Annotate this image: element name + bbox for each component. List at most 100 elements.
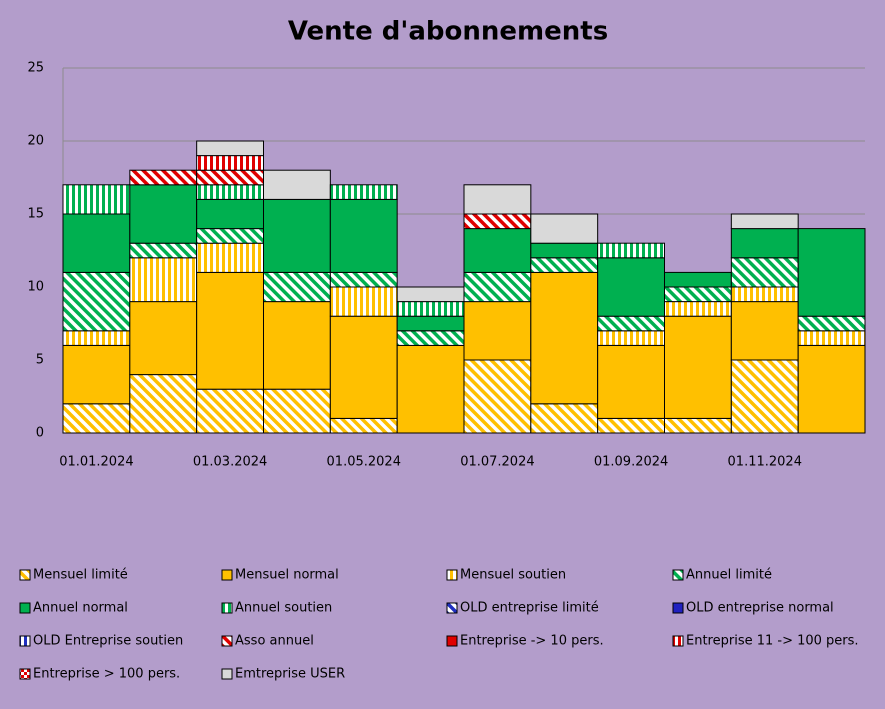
legend-swatch [19,668,31,680]
bar-segment [196,228,265,244]
bar-segment [396,315,465,332]
bar-segment [730,301,799,361]
bar-segment [463,271,532,303]
x-tick-label: 01.01.2024 [59,455,133,470]
chart-title: Vente d'abonnements [288,17,608,47]
bar-segment [797,344,866,434]
y-tick-label: 5 [36,353,44,368]
bar-segment [530,213,599,244]
bar-segment [329,417,398,434]
legend-swatch [221,635,233,647]
legend-swatch [19,602,31,614]
legend-swatch [672,602,684,614]
bar-segment [329,286,398,317]
bar-segment [530,403,599,434]
bar-segment [730,213,799,230]
bar-segment [597,344,666,419]
legend-label: Entreprise -> 10 pers. [460,634,604,649]
legend-swatch [19,635,31,647]
bar-segment [196,388,265,434]
y-tick-label: 10 [27,280,44,295]
bar-segment [62,213,131,273]
bar-segment [62,403,131,434]
bar-segment [396,286,465,303]
legend-swatch [446,602,458,614]
legend-swatch [446,569,458,581]
bar-segment [463,184,532,215]
bar-segment [129,184,198,244]
bar-segment [664,271,732,288]
bar-segment [664,301,732,317]
x-tick-label: 01.05.2024 [327,455,401,470]
bar-segment [797,228,866,317]
bar-segment [597,242,666,259]
bar-segment [62,271,131,332]
bar-segment [196,198,265,230]
bar-segment [597,257,666,317]
legend-label: Entreprise 11 -> 100 pers. [686,634,859,649]
bar-segment [263,169,331,200]
bar-segment [463,359,532,434]
bar-segment [196,169,265,186]
bar-segment [62,184,131,215]
legend-label: Mensuel limité [33,568,128,583]
legend-label: Annuel normal [33,601,128,616]
bar-segment [463,301,532,361]
legend-label: OLD entreprise normal [686,601,834,616]
legend-label: Mensuel normal [235,568,339,583]
bar-segment [597,417,666,434]
bar-segment [329,271,398,288]
bar-segment [196,184,265,200]
legend-label: Annuel soutien [235,601,332,616]
legend-label: Mensuel soutien [460,568,566,583]
legend-swatch [19,569,31,581]
legend-swatch [221,569,233,581]
bar-segment [263,271,331,303]
legend-label: OLD entreprise limité [460,601,599,616]
legend-label: Entreprise > 100 pers. [33,667,180,682]
bar-segment [263,198,331,273]
legend-label: Asso annuel [235,634,314,649]
bar-segment [329,315,398,419]
bar-segment [329,184,398,200]
bar-segment [530,257,599,273]
bar-segment [396,330,465,346]
x-tick-label: 01.03.2024 [193,455,267,470]
bar-segment [664,315,732,419]
bar-segment [129,257,198,303]
bar-segment [530,271,599,405]
x-tick-label: 01.07.2024 [460,455,534,470]
bar-segment [597,330,666,346]
legend-swatch [672,635,684,647]
bar-segment [129,301,198,376]
bar-segment [129,169,198,186]
y-tick-label: 25 [27,61,44,76]
bar-segment [196,140,265,157]
bar-segment [664,286,732,303]
bar-segment [196,271,265,390]
bar-segment [730,286,799,303]
bar-segment [396,344,465,434]
legend-label: Annuel limité [686,568,772,583]
bar-segment [530,242,599,259]
x-tick-label: 01.09.2024 [594,455,668,470]
bar-segment [730,359,799,434]
x-tick-label: 01.11.2024 [728,455,802,470]
legend-swatch [672,569,684,581]
bar-segment [196,155,265,171]
bar-segment [797,330,866,346]
bar-segment [463,213,532,230]
bar-segment [664,417,732,434]
y-tick-label: 0 [36,426,44,441]
bar-segment [62,330,131,346]
y-tick-label: 15 [27,207,44,222]
legend-swatch [221,668,233,680]
bar-segment [730,257,799,288]
bar-segment [263,388,331,434]
bar-segment [463,228,532,273]
bar-segment [396,301,465,317]
bar-segment [263,301,331,390]
legend-swatch [446,635,458,647]
